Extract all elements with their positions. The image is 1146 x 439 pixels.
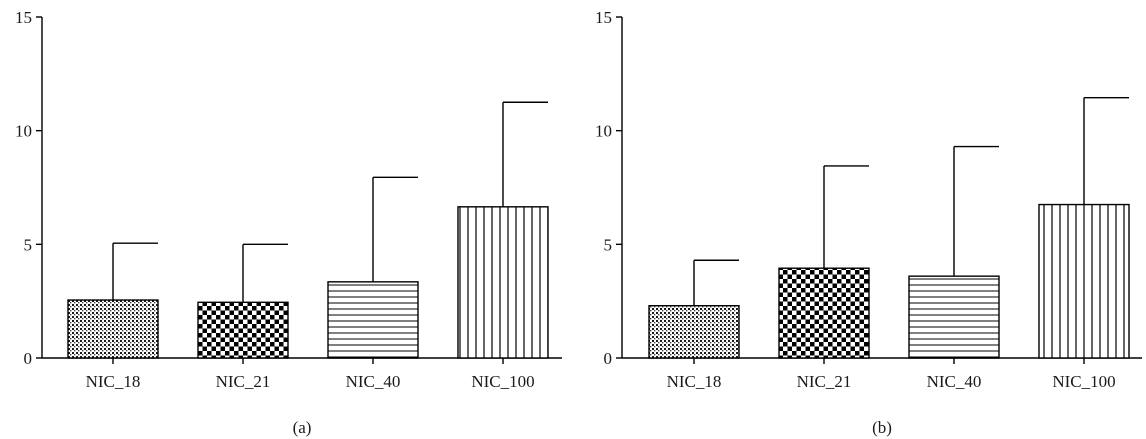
x-category-label: NIC_18	[667, 372, 722, 391]
bar-nic-100	[1038, 203, 1130, 359]
y-tick-label: 5	[604, 235, 613, 254]
y-tick-label: 10	[595, 122, 612, 141]
x-category-label: NIC_40	[927, 372, 982, 391]
y-tick-label: 0	[24, 349, 33, 368]
bar-nic-18	[648, 305, 740, 359]
x-category-label: NIC_18	[86, 372, 141, 391]
y-tick-label: 15	[595, 8, 612, 27]
bar-nic-40	[327, 281, 419, 359]
x-category-label: NIC_100	[471, 372, 534, 391]
x-category-label: NIC_100	[1052, 372, 1115, 391]
x-category-label: NIC_40	[346, 372, 401, 391]
y-tick-label: 10	[15, 122, 32, 141]
x-category-label: NIC_21	[797, 372, 852, 391]
bar-nic-21	[197, 301, 289, 359]
panel-label: (a)	[293, 418, 312, 437]
y-tick-label: 15	[15, 8, 32, 27]
bar-nic-40	[908, 275, 1000, 359]
y-tick-label: 5	[24, 235, 33, 254]
chart-panel-b: 0 5 10 15 NIC_18 NIC_21 NIC_40 NIC_100 (b)	[595, 8, 1142, 437]
bar-nic-100	[457, 206, 549, 359]
bar-nic-18	[67, 299, 159, 359]
x-category-label: NIC_21	[216, 372, 271, 391]
bar-nic-21	[778, 267, 870, 359]
y-tick-label: 0	[604, 349, 613, 368]
chart-panel-a: 0 5 10 15 NIC_18 NIC_21 NIC_40 NIC_100 (a)	[15, 8, 562, 437]
panel-label: (b)	[872, 418, 892, 437]
